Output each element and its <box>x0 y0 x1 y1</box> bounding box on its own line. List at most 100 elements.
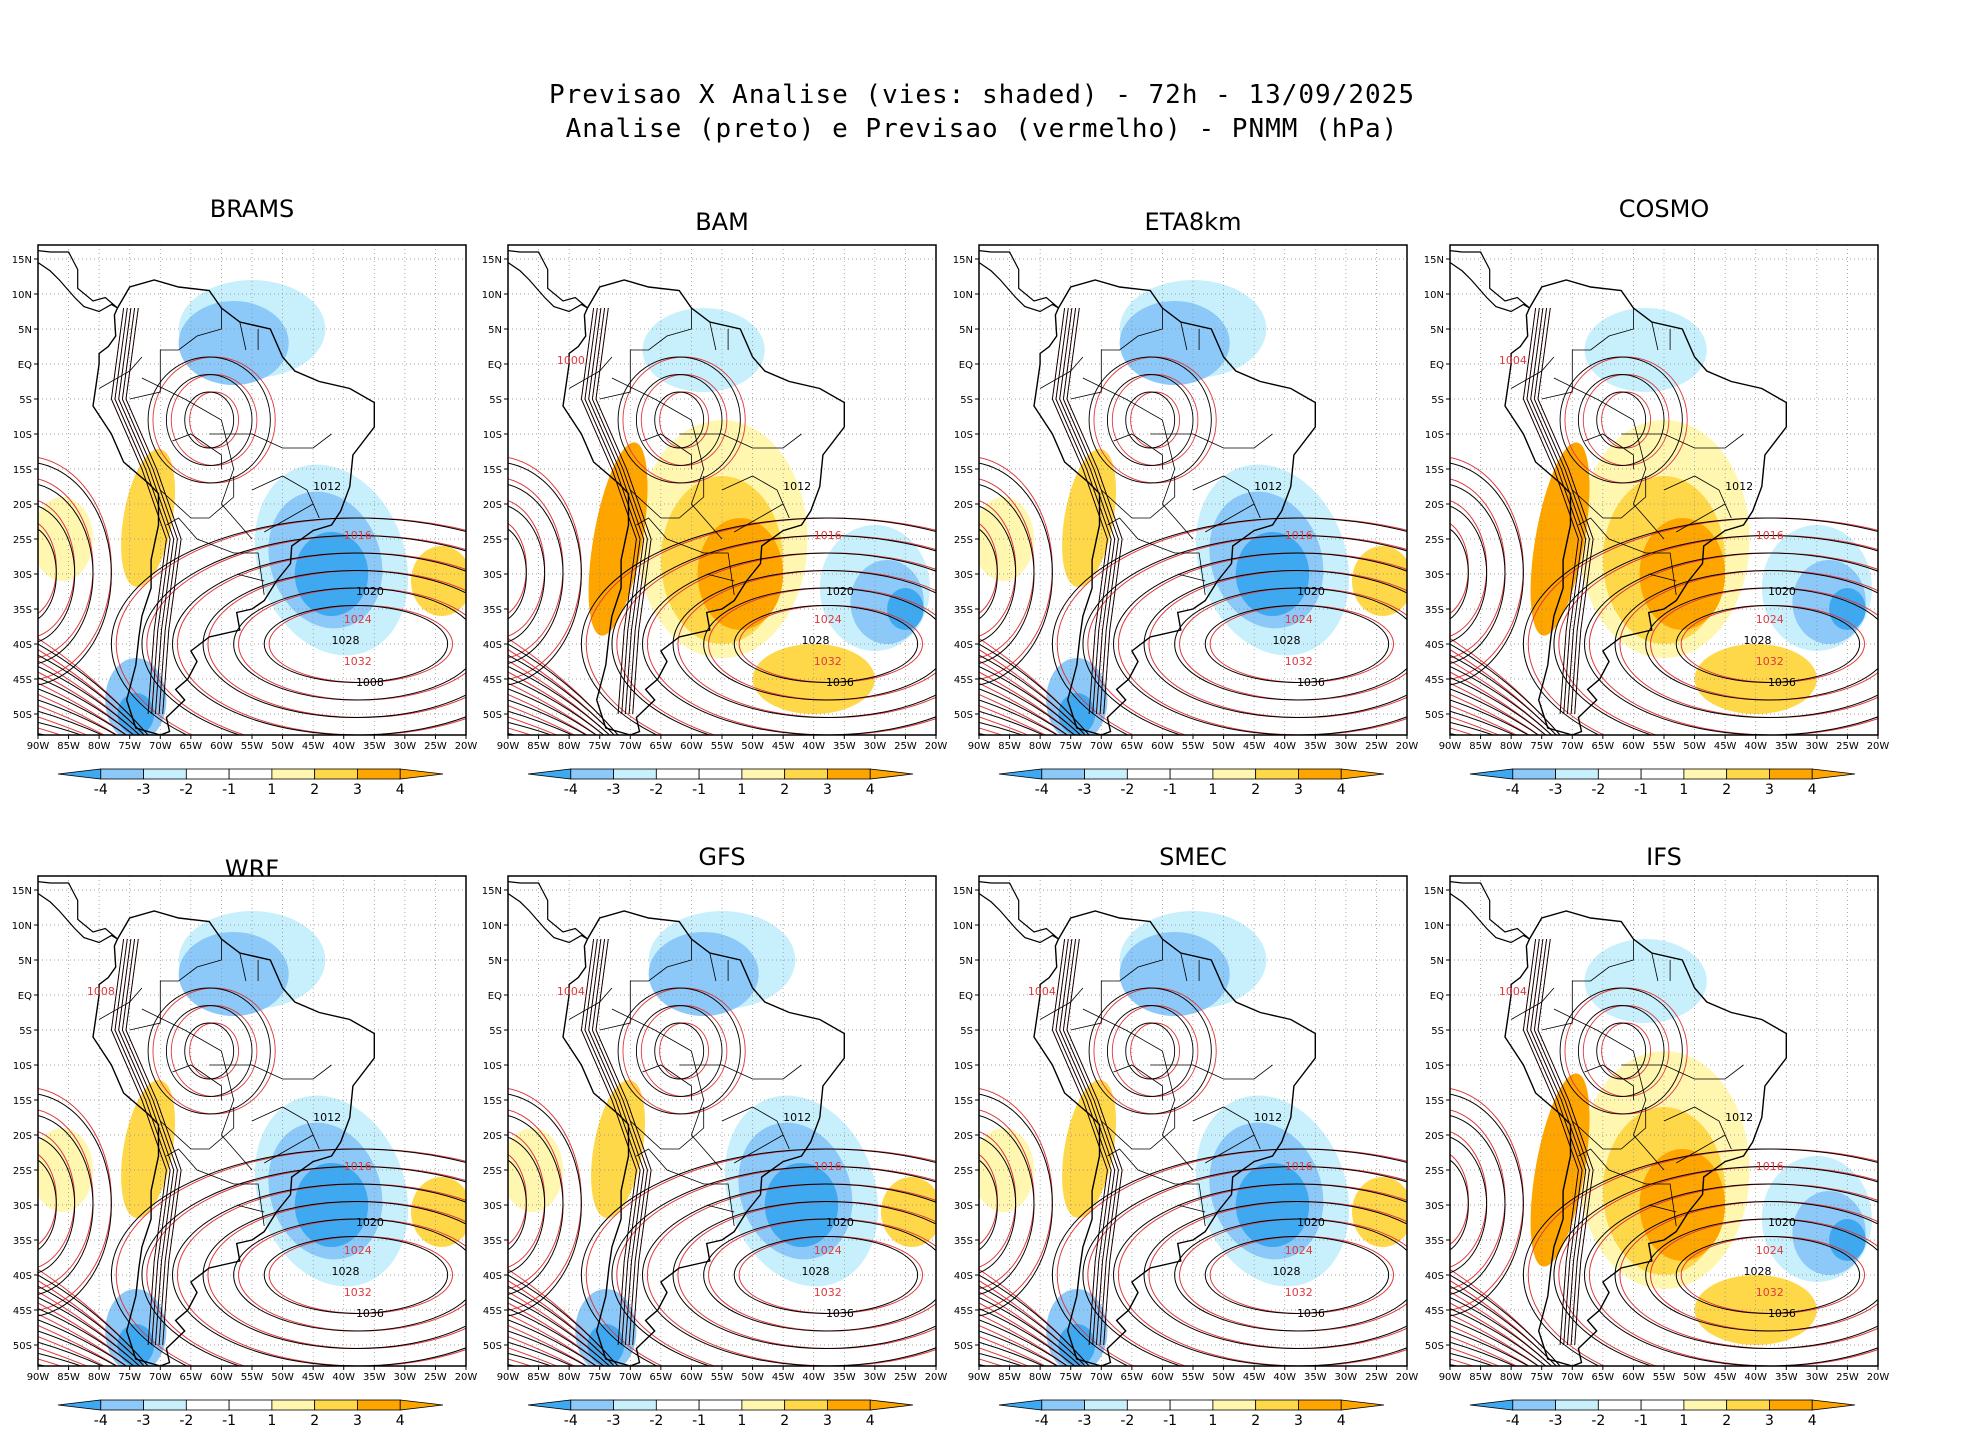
figure-title-line2: Analise (preto) e Previsao (vermelho) - … <box>565 114 1399 144</box>
lat-tick-label: 30S <box>1425 1201 1444 1212</box>
country-border <box>1572 1107 1647 1150</box>
lat-tick-label: 5N <box>18 956 32 967</box>
country-border <box>98 987 143 1020</box>
isobar-contour <box>38 710 104 735</box>
isobar-contour <box>184 391 235 449</box>
lat-tick-label: 10N <box>953 290 973 301</box>
lon-tick-label: 80W <box>88 1372 111 1383</box>
country-border <box>1180 952 1188 982</box>
map-panel-bam: BAM 1012 1016 1020 1024 1028 1032 1036 1000 15N 10… <box>482 208 948 805</box>
contour-label: 1036 <box>826 676 854 689</box>
contour-label: 1000 <box>557 354 585 367</box>
isobar-contour <box>1450 671 1547 735</box>
lat-tick-label: 25S <box>483 535 502 546</box>
contour-label: 1012 <box>1725 1111 1753 1124</box>
country-border <box>239 952 247 982</box>
lon-tick-label: 40W <box>332 741 355 752</box>
colorbar-segment <box>1769 768 1813 780</box>
lat-tick-label: 40S <box>483 640 502 651</box>
isobar-contour <box>38 671 135 735</box>
lon-tick-label: 20W <box>1396 1372 1419 1383</box>
isobar-contour <box>617 356 741 484</box>
lat-tick-label: 15S <box>954 465 973 476</box>
colorbar-segment <box>1212 768 1257 780</box>
lat-tick-label: 5S <box>960 395 973 406</box>
lon-tick-label: 25W <box>424 741 447 752</box>
isobar-contour <box>1113 552 1407 735</box>
lon-tick-label: 45W <box>302 741 325 752</box>
colorbar-segment <box>100 1399 144 1411</box>
colorbar-segment <box>1126 1399 1171 1411</box>
colorbar-segment <box>1255 768 1299 780</box>
lon-tick-label: 25W <box>1365 741 1388 752</box>
lat-tick-label: 25S <box>1425 1166 1444 1177</box>
colorbar-segment <box>1683 1399 1728 1411</box>
colorbar-label: 3 <box>1765 1413 1774 1429</box>
colorbar-segment <box>1084 768 1128 780</box>
isobar-contour <box>1450 484 1506 664</box>
lat-tick-label: 50S <box>13 710 32 721</box>
isobar-contour <box>659 1022 709 1080</box>
colorbar-segment <box>1640 1399 1685 1411</box>
lon-tick-label: 65W <box>650 741 673 752</box>
lat-tick-label: 30S <box>13 1201 32 1212</box>
isobar-contour <box>202 1201 466 1349</box>
bias-shading-area <box>294 1163 369 1247</box>
colorbar-label: -1 <box>1634 1413 1648 1429</box>
panel-title: SMEC <box>1159 843 1227 871</box>
colorbar-segment <box>1126 768 1171 780</box>
isobar-contour <box>189 1022 239 1080</box>
contour-label: 1020 <box>1297 1216 1325 1229</box>
lon-tick-label: 25W <box>894 741 917 752</box>
colorbar-label: -4 <box>1035 1413 1049 1429</box>
lon-tick-label: 30W <box>394 1372 417 1383</box>
isobar-contour <box>1450 1347 1501 1366</box>
country-border <box>160 1107 235 1150</box>
isobar-contour <box>979 1302 1076 1366</box>
isobar-contour <box>1066 938 1123 1346</box>
lon-tick-label: 20W <box>1867 1372 1890 1383</box>
colorbar-label: -3 <box>607 782 621 798</box>
lat-tick-label: 10S <box>13 430 32 441</box>
lon-tick-label: 80W <box>558 741 581 752</box>
colorbar-label: 3 <box>1294 1413 1303 1429</box>
map-panel-eta8km: ETA8km 1012 1016 1020 1024 1028 1032 1036 15N 10N… <box>953 208 1419 805</box>
country-border <box>1113 433 1163 469</box>
lon-tick-label: 30W <box>1806 1372 1829 1383</box>
isobar-contour <box>642 1183 936 1366</box>
isobar-contour <box>508 693 589 735</box>
lat-tick-label: 10N <box>482 921 502 932</box>
lon-tick-label: 75W <box>1530 741 1553 752</box>
isobar-contour <box>38 677 135 735</box>
coastline <box>562 279 845 735</box>
bias-shading-area <box>588 442 648 636</box>
isobar-contour <box>1051 1148 1407 1366</box>
isobar-contour <box>1051 938 1108 1346</box>
lat-tick-label: 15S <box>13 465 32 476</box>
lon-tick-label: 60W <box>1622 741 1645 752</box>
bias-shading-area <box>1530 442 1590 636</box>
isobar-contour <box>1174 587 1407 701</box>
lon-tick-label: 25W <box>1365 1372 1388 1383</box>
contour-label: 1012 <box>1725 480 1753 493</box>
isobar-contour <box>979 1274 1090 1366</box>
isobar-contour <box>1106 1005 1194 1097</box>
isobar-contour <box>263 1236 449 1314</box>
isobar-contour <box>1596 391 1647 449</box>
colorbar-label: -2 <box>1591 1413 1605 1429</box>
contour-label: 1024 <box>1756 613 1784 626</box>
lon-tick-label: 40W <box>802 1372 825 1383</box>
lat-tick-label: 50S <box>483 710 502 721</box>
bias-shading-area <box>1530 1073 1590 1267</box>
lat-tick-label: 30S <box>483 570 502 581</box>
country-border <box>1553 377 1665 540</box>
lon-tick-label: 40W <box>1744 741 1767 752</box>
colorbar-label: -1 <box>692 782 706 798</box>
isobar-contour <box>1596 1022 1647 1080</box>
isobar-contour <box>979 710 1045 735</box>
colorbar-segment <box>1298 1399 1342 1411</box>
country-border <box>734 503 784 533</box>
colorbar-arrow-low <box>998 768 1043 780</box>
lon-tick-label: 70W <box>619 741 642 752</box>
colorbar-arrow-low <box>57 1399 102 1411</box>
